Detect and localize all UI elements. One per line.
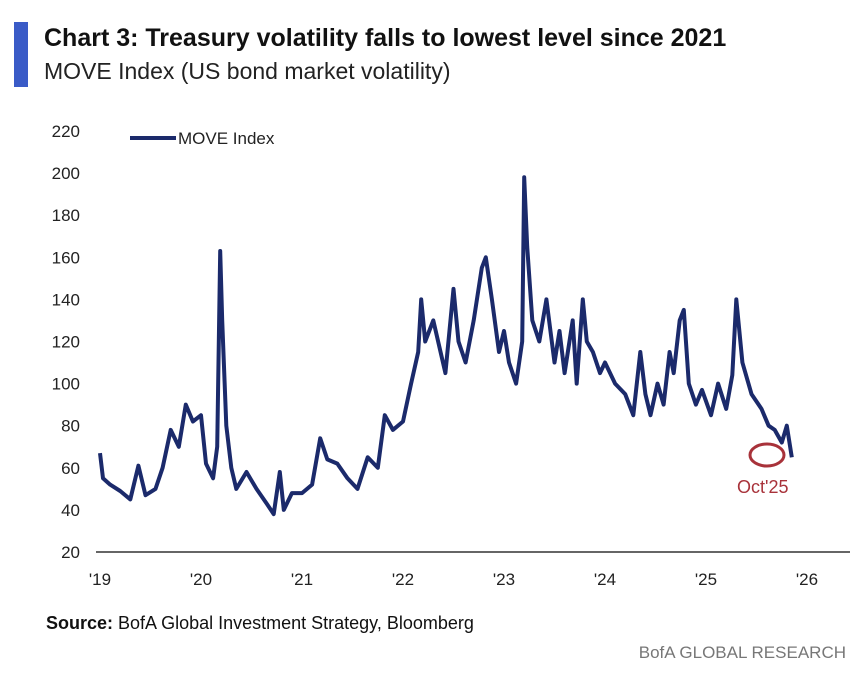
- brand-footer: BofA GLOBAL RESEARCH: [639, 643, 846, 662]
- source-label: Source:: [46, 613, 113, 633]
- x-tick-label: '23: [493, 570, 515, 589]
- x-tick-label: '22: [392, 570, 414, 589]
- y-tick-label: 140: [52, 290, 80, 309]
- series-line-move-index: [98, 175, 794, 517]
- y-tick-label: 160: [52, 248, 80, 267]
- title-accent-bar: [14, 22, 28, 87]
- y-tick-label: 40: [61, 501, 80, 520]
- y-tick-label: 220: [52, 122, 80, 141]
- y-tick-label: 100: [52, 375, 80, 394]
- x-tick-label: '20: [190, 570, 212, 589]
- annotation-circle: [748, 442, 786, 468]
- y-tick-label: 180: [52, 206, 80, 225]
- x-axis: '19 '20 '21 '22 '23 '24 '25 '26: [89, 570, 818, 589]
- source-note: Source: BofA Global Investment Strategy,…: [46, 613, 474, 633]
- legend: MOVE Index: [130, 129, 275, 148]
- y-tick-label: 60: [61, 459, 80, 478]
- y-tick-label: 120: [52, 333, 80, 352]
- annotation-label: Oct'25: [737, 477, 788, 497]
- legend-label: MOVE Index: [178, 129, 275, 148]
- x-tick-label: '25: [695, 570, 717, 589]
- y-axis: 20 40 60 80 100 120 140 160 180 200 220: [52, 122, 80, 562]
- y-tick-label: 200: [52, 164, 80, 183]
- x-tick-label: '24: [594, 570, 616, 589]
- x-tick-label: '21: [291, 570, 313, 589]
- x-tick-label: '19: [89, 570, 111, 589]
- y-tick-label: 80: [61, 417, 80, 436]
- chart-title: Chart 3: Treasury volatility falls to lo…: [44, 24, 726, 52]
- source-text: BofA Global Investment Strategy, Bloombe…: [113, 613, 474, 633]
- y-tick-label: 20: [61, 543, 80, 562]
- chart-subtitle: MOVE Index (US bond market volatility): [44, 58, 450, 84]
- x-tick-label: '26: [796, 570, 818, 589]
